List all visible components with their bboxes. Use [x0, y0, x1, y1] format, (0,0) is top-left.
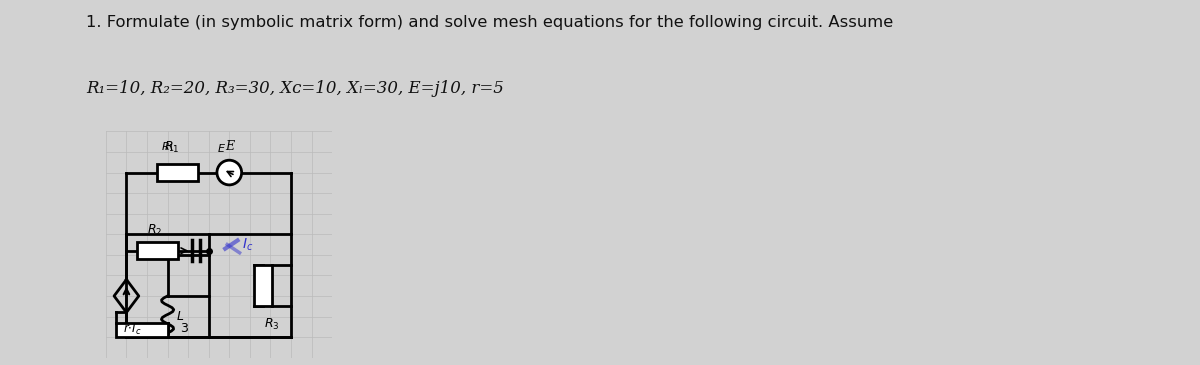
Text: $R_1$: $R_1$ [164, 140, 179, 155]
Text: R₁=10, R₂=20, R₃=30, Xᴄ=10, Xₗ=30, E=j10, r=5: R₁=10, R₂=20, R₃=30, Xᴄ=10, Xₗ=30, E=j10… [86, 80, 504, 97]
Bar [254, 265, 272, 306]
Circle shape [217, 160, 241, 185]
Text: $R_2$: $R_2$ [146, 223, 162, 238]
Text: E: E [224, 140, 234, 153]
Text: $R_3$: $R_3$ [264, 316, 280, 332]
Bar [116, 323, 168, 337]
Bar [157, 164, 198, 181]
Text: $I_c$: $I_c$ [241, 237, 253, 253]
Text: 1. Formulate (in symbolic matrix form) and solve mesh equations for the followin: 1. Formulate (in symbolic matrix form) a… [86, 15, 894, 30]
Text: $E$: $E$ [216, 142, 226, 154]
Bar [137, 242, 178, 259]
Text: $L$: $L$ [175, 310, 184, 323]
Text: $r{\cdot}I_c$: $r{\cdot}I_c$ [124, 322, 142, 338]
Text: $R_1$: $R_1$ [161, 140, 174, 154]
Text: $3$: $3$ [180, 322, 188, 335]
